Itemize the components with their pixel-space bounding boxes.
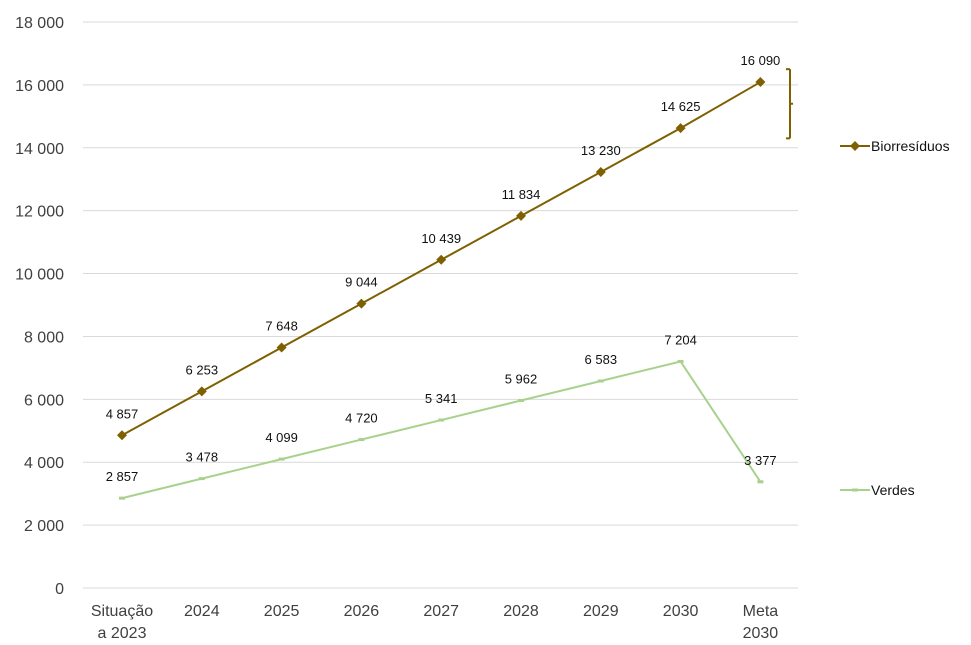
x-tick-label: 2029 xyxy=(583,603,619,620)
y-tick-label: 18 000 xyxy=(15,15,64,32)
data-label: 4 099 xyxy=(265,430,298,445)
y-tick-label: 2 000 xyxy=(24,518,64,535)
data-label: 13 230 xyxy=(581,143,621,158)
data-label: 4 720 xyxy=(345,411,378,426)
data-label: 3 377 xyxy=(744,453,777,468)
x-tick-label: a 2023 xyxy=(98,625,147,642)
data-label: 5 962 xyxy=(505,372,538,387)
x-tick-label: 2025 xyxy=(264,603,300,620)
data-label: 7 204 xyxy=(664,332,697,347)
data-point xyxy=(196,386,207,397)
data-point xyxy=(276,342,287,353)
y-tick-label: 12 000 xyxy=(15,204,64,221)
x-tick-label: 2027 xyxy=(423,603,459,620)
data-point xyxy=(436,254,447,265)
data-label: 11 834 xyxy=(502,187,541,202)
x-tick-label: 2030 xyxy=(663,603,699,620)
data-label: 2 857 xyxy=(106,469,139,484)
data-point xyxy=(755,77,766,88)
data-label: 9 044 xyxy=(345,275,378,290)
data-label: 16 090 xyxy=(741,53,781,68)
data-point xyxy=(117,430,127,441)
y-tick-label: 0 xyxy=(55,581,64,598)
legend-label: Biorresíduos xyxy=(871,138,950,154)
x-tick-label: Situação xyxy=(91,603,153,620)
data-label: 10 439 xyxy=(421,231,461,246)
data-label: 4 857 xyxy=(106,406,139,421)
data-label: 3 478 xyxy=(186,450,219,465)
data-point xyxy=(516,210,526,221)
y-tick-label: 16 000 xyxy=(15,78,64,95)
x-tick-label: 2026 xyxy=(344,603,380,620)
x-tick-label: 2028 xyxy=(503,603,539,620)
x-tick-label: 2024 xyxy=(184,603,220,620)
y-tick-label: 8 000 xyxy=(24,329,64,346)
data-point xyxy=(356,298,367,309)
data-label: 7 648 xyxy=(265,319,298,334)
y-tick-label: 10 000 xyxy=(15,267,64,284)
data-label: 6 583 xyxy=(585,352,618,367)
data-label: 5 341 xyxy=(425,391,458,406)
x-tick-label: Meta xyxy=(743,603,779,620)
y-tick-label: 14 000 xyxy=(15,141,64,158)
y-tick-label: 4 000 xyxy=(24,455,64,472)
data-label: 14 625 xyxy=(661,99,701,114)
legend-marker xyxy=(850,141,860,151)
data-point xyxy=(675,123,686,134)
y-tick-label: 6 000 xyxy=(24,392,64,409)
x-tick-label: 2030 xyxy=(743,625,779,642)
legend-label: Verdes xyxy=(871,482,915,498)
data-label: 6 253 xyxy=(186,362,219,377)
data-point xyxy=(595,166,606,177)
